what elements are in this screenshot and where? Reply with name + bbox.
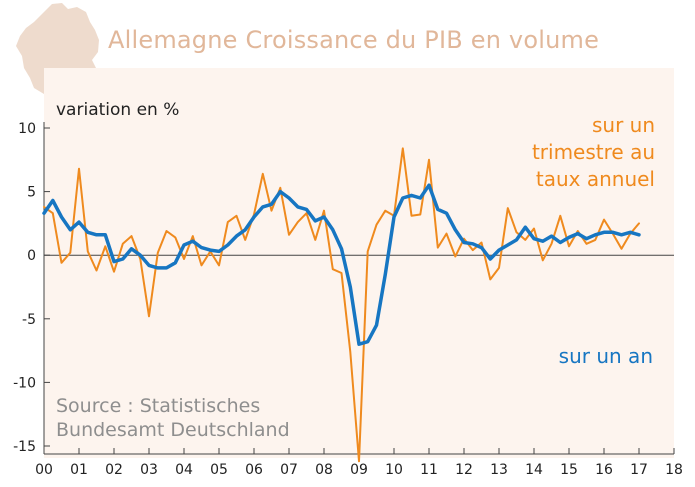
x-tick-label: 08 (315, 462, 333, 478)
y-tick-label: 0 (27, 248, 36, 264)
source-line-2: Bundesamt Deutschland (56, 419, 290, 441)
source-line-1: Source : Statistisches (56, 395, 261, 417)
legend-quarterly-line-1: sur un (591, 113, 655, 137)
x-tick-label: 03 (140, 462, 158, 478)
series-layer (42, 147, 641, 463)
y-axis-label: variation en % (56, 100, 180, 120)
x-tick-label: 05 (210, 462, 228, 478)
x-tick-label: 06 (245, 462, 263, 478)
x-tick-label: 13 (490, 462, 508, 478)
x-tick-label: 14 (525, 462, 543, 478)
x-tick-label: 07 (280, 462, 298, 478)
legend-quarterly: sur un trimestre au taux annuel (532, 112, 655, 193)
x-tick-label: 01 (70, 462, 88, 478)
y-tick-label: 10 (18, 121, 36, 137)
y-tick-label: -5 (22, 312, 36, 328)
x-tick-label: 16 (595, 462, 613, 478)
x-tick-label: 04 (175, 462, 193, 478)
x-tick-label: 17 (630, 462, 648, 478)
axes: 10 5 0 -5 -10 -15 00 01 02 03 04 05 06 07 08 09 10 11 12 13… (13, 121, 683, 478)
x-tick-label: 11 (420, 462, 438, 478)
y-tick-label: -10 (13, 375, 36, 391)
legend-quarterly-line-3: taux annuel (535, 167, 655, 191)
legend-quarterly-line-2: trimestre au (531, 140, 655, 164)
x-tick-label: 09 (350, 462, 368, 478)
x-tick-label: 02 (105, 462, 123, 478)
y-tick-label: 5 (27, 185, 36, 201)
source-note: Source : Statistisches Bundesamt Deutsch… (56, 394, 290, 442)
legend-annual: sur un an (558, 344, 653, 368)
x-tick-label: 10 (385, 462, 403, 478)
series-annual-line (42, 183, 641, 346)
x-tick-label: 00 (35, 462, 53, 478)
x-tick-label: 12 (455, 462, 473, 478)
chart-title: Allemagne Croissance du PIB en volume (108, 26, 600, 54)
x-tick-label: 15 (560, 462, 578, 478)
series-quarterly-line (43, 147, 640, 463)
x-tick-label: 18 (665, 462, 683, 478)
y-tick-label: -15 (13, 439, 36, 455)
